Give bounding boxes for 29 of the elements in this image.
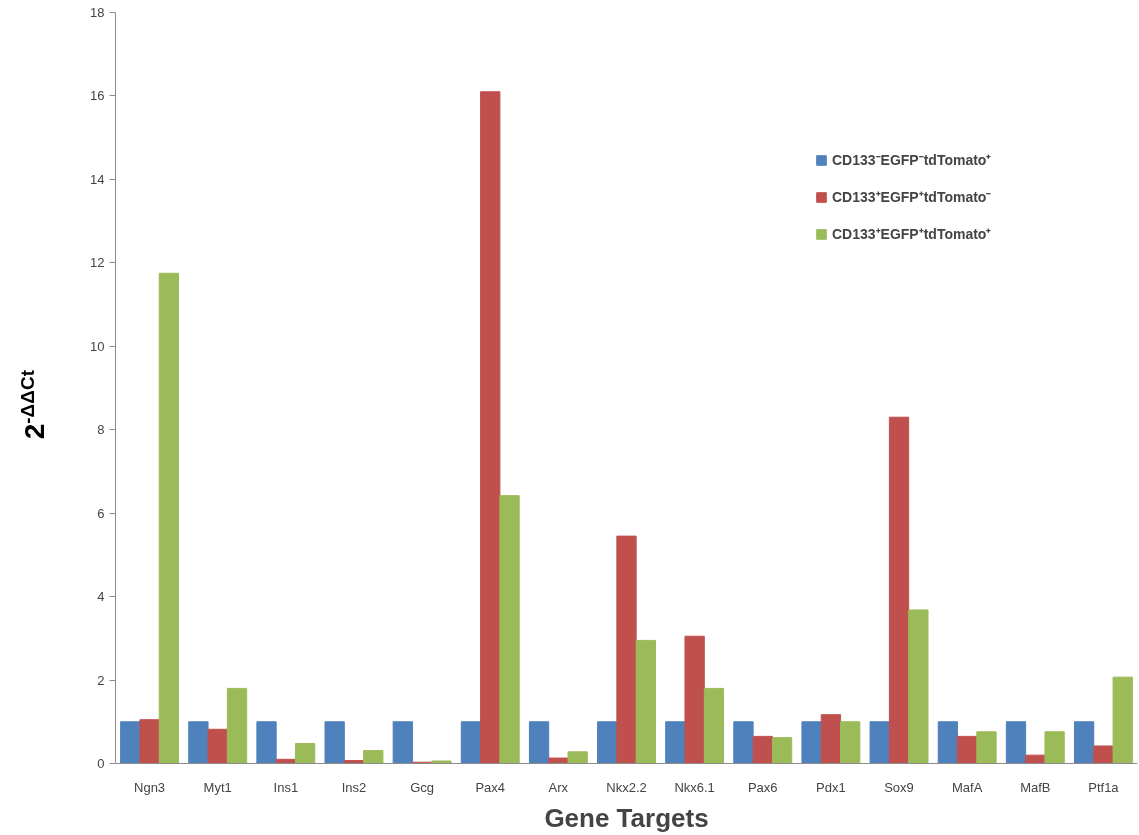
- x-tick-label: Ins1: [273, 779, 299, 795]
- x-tick-label: Ins2: [341, 779, 367, 795]
- y-tick-label: 16: [90, 88, 105, 104]
- y-tick-label: 12: [90, 255, 105, 271]
- x-tick-label: Pax6: [747, 779, 778, 795]
- y-tick-label: 0: [97, 756, 105, 771]
- y-tick-label: 4: [97, 589, 105, 605]
- legend-label: CD133⁻EGFP⁻tdTomato⁺: [832, 151, 992, 169]
- y-tick-label: 14: [90, 171, 105, 187]
- x-tick-label: Ngn3: [134, 779, 166, 795]
- x-axis-title: Gene Targets: [544, 802, 709, 833]
- y-tick-label: 2: [97, 672, 105, 688]
- x-tick-label: Sox9: [884, 779, 914, 795]
- x-tick-label: Arx: [548, 779, 569, 795]
- y-tick-label: 6: [97, 505, 105, 521]
- x-tick-label: Nkx2.2: [606, 779, 647, 795]
- x-tick-label: MafA: [952, 779, 983, 795]
- y-tick-label: 10: [90, 338, 105, 354]
- legend-label: CD133⁺EGFP⁺tdTomato⁺: [832, 225, 992, 243]
- x-tick-label: Nkx6.1: [674, 779, 715, 795]
- x-tick-label: MafB: [1020, 779, 1051, 795]
- x-tick-label: Gcg: [410, 779, 435, 795]
- legend-label: CD133⁺EGFP⁺tdTomato⁻: [832, 188, 992, 206]
- x-tick-label: Pax4: [475, 779, 506, 795]
- x-tick-label: Ptf1a: [1088, 779, 1120, 795]
- x-tick-label: Myt1: [203, 779, 232, 795]
- y-tick-label: 8: [97, 422, 105, 438]
- y-tick-label: 18: [90, 5, 105, 20]
- x-tick-label: Pdx1: [816, 779, 846, 795]
